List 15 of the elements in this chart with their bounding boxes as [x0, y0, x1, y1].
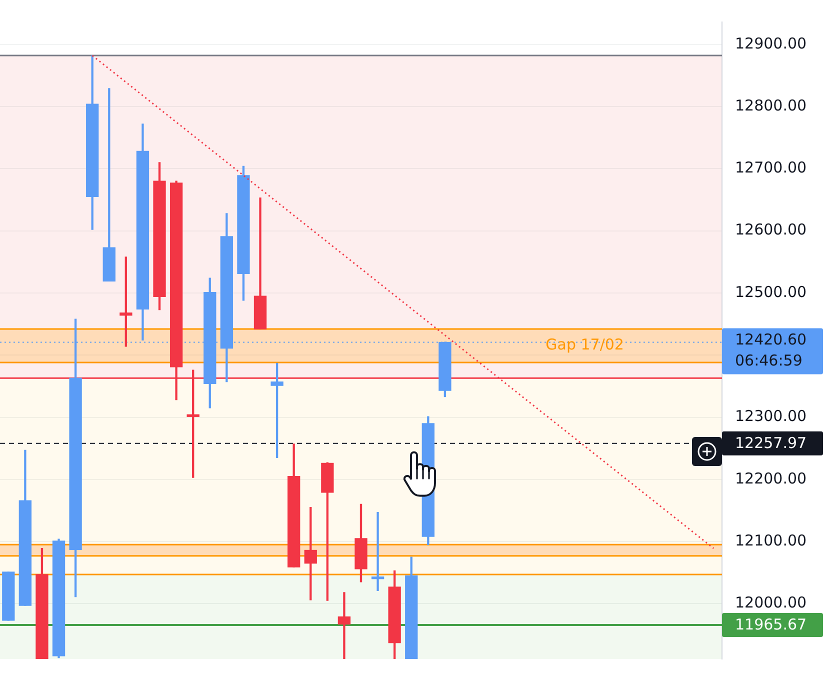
y-tick-label: 12000.00 [735, 594, 807, 612]
band-label: Gap 17/02 [546, 336, 624, 354]
y-tick-label: 12700.00 [735, 158, 807, 177]
ref-line-label: 12420.60 06:46:59 [735, 330, 807, 370]
candlestick [371, 512, 384, 591]
candlestick [338, 592, 351, 659]
y-tick-label: 12200.00 [735, 469, 807, 488]
y-tick-label: 12600.00 [735, 220, 807, 239]
y-tick-label: 12300.00 [735, 407, 807, 426]
y-tick-label: 12900.00 [735, 34, 807, 52]
y-tick-label: 12100.00 [735, 531, 807, 550]
ref-line-label: 11965.67 [735, 615, 807, 634]
y-tick-label: 12500.00 [735, 282, 807, 301]
y-tick-label: 12800.00 [735, 96, 807, 114]
ref-line-label: 12257.97 [735, 434, 807, 452]
